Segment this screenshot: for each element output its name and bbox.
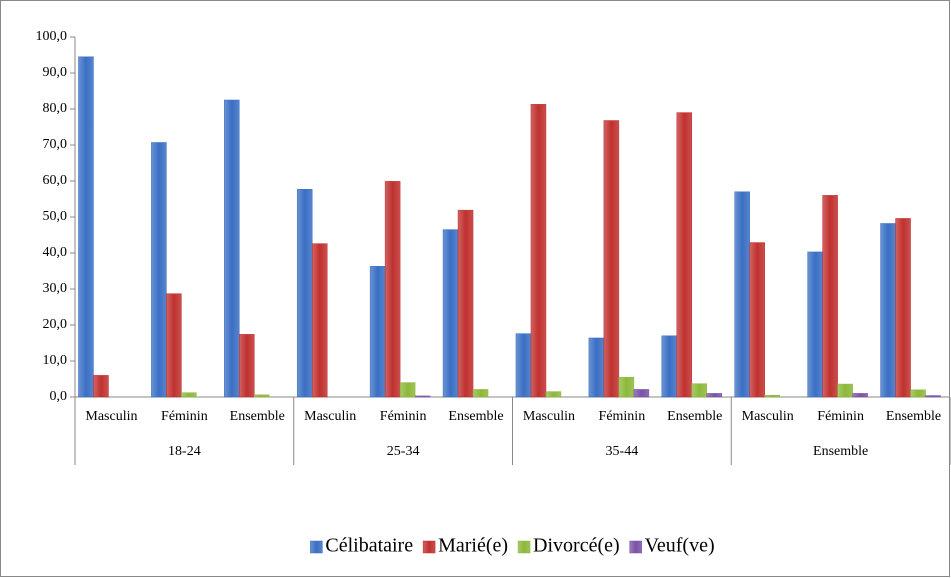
- bar: [78, 56, 94, 398]
- y-tick-label: 60,0: [43, 173, 68, 188]
- group-label: 35-44: [606, 444, 639, 459]
- bar: [472, 389, 489, 398]
- bar: [254, 394, 270, 398]
- bar: [764, 394, 780, 398]
- x-tick-label: Masculin: [742, 409, 794, 424]
- bar: [807, 251, 823, 398]
- bar: [603, 120, 620, 398]
- y-tick-label: 90,0: [43, 65, 68, 80]
- bar: [93, 375, 109, 398]
- x-tick-label: Féminin: [161, 409, 208, 424]
- bar: [706, 393, 723, 398]
- bar: [239, 334, 255, 398]
- y-tick-label: 20,0: [43, 317, 68, 332]
- y-tick-label: 30,0: [43, 281, 68, 296]
- bar: [837, 383, 853, 398]
- bar: [910, 389, 926, 398]
- bar: [618, 376, 635, 398]
- group-label: Ensemble: [813, 444, 868, 459]
- x-tick-label: Ensemble: [667, 409, 722, 424]
- bar: [530, 104, 547, 398]
- bar: [676, 112, 693, 398]
- y-tick-label: 80,0: [43, 101, 68, 116]
- x-tick-label: Masculin: [85, 409, 137, 424]
- legend-label: Marié(e): [438, 535, 508, 557]
- x-tick-label: Ensemble: [886, 409, 941, 424]
- bar: [457, 209, 474, 398]
- bar: [880, 223, 896, 398]
- y-tick-label: 0,0: [50, 389, 68, 404]
- bar: [296, 189, 313, 398]
- bar: [895, 218, 911, 398]
- bar: [691, 383, 708, 398]
- bar: [749, 242, 765, 398]
- legend-label: Veuf(ve): [645, 535, 715, 557]
- y-tick-label: 70,0: [43, 137, 68, 152]
- x-tick-label: Ensemble: [230, 409, 285, 424]
- x-tick-label: Féminin: [380, 409, 427, 424]
- bar: [181, 392, 197, 398]
- y-tick-label: 40,0: [43, 245, 68, 260]
- x-tick-label: Féminin: [817, 409, 864, 424]
- bar: [925, 395, 941, 398]
- legend-marker: [310, 540, 323, 554]
- y-tick-label: 100,0: [36, 29, 68, 44]
- group-label: 18-24: [168, 444, 201, 459]
- bar: [852, 393, 868, 398]
- bar: [224, 99, 240, 398]
- bar: [384, 181, 401, 398]
- bar: [515, 333, 532, 398]
- y-tick-label: 50,0: [43, 209, 68, 224]
- bar: [633, 389, 650, 398]
- x-tick-label: Masculin: [523, 409, 575, 424]
- bar: [545, 391, 562, 398]
- legend: Célibataire Marié(e) Divorcé(e) Veuf(ve): [310, 535, 715, 557]
- bar: [369, 266, 386, 398]
- y-tick-label: 10,0: [43, 353, 68, 368]
- x-tick-label: Féminin: [599, 409, 646, 424]
- bar: [311, 243, 328, 398]
- x-tick-label: Masculin: [304, 409, 356, 424]
- bar: [822, 195, 838, 398]
- legend-label: Célibataire: [325, 535, 413, 557]
- bar: [151, 142, 167, 398]
- legend-marker: [517, 540, 531, 554]
- bar: [166, 293, 182, 398]
- bar: [399, 382, 416, 398]
- bar: [442, 229, 459, 398]
- legend-marker: [422, 540, 436, 554]
- bar: [661, 335, 678, 398]
- group-label: 25-34: [387, 444, 420, 459]
- legend-marker: [629, 540, 642, 554]
- legend-label: Divorcé(e): [533, 535, 620, 557]
- bar: [588, 337, 605, 398]
- bar: [414, 395, 431, 398]
- bar: [734, 191, 750, 398]
- x-tick-label: Ensemble: [448, 409, 503, 424]
